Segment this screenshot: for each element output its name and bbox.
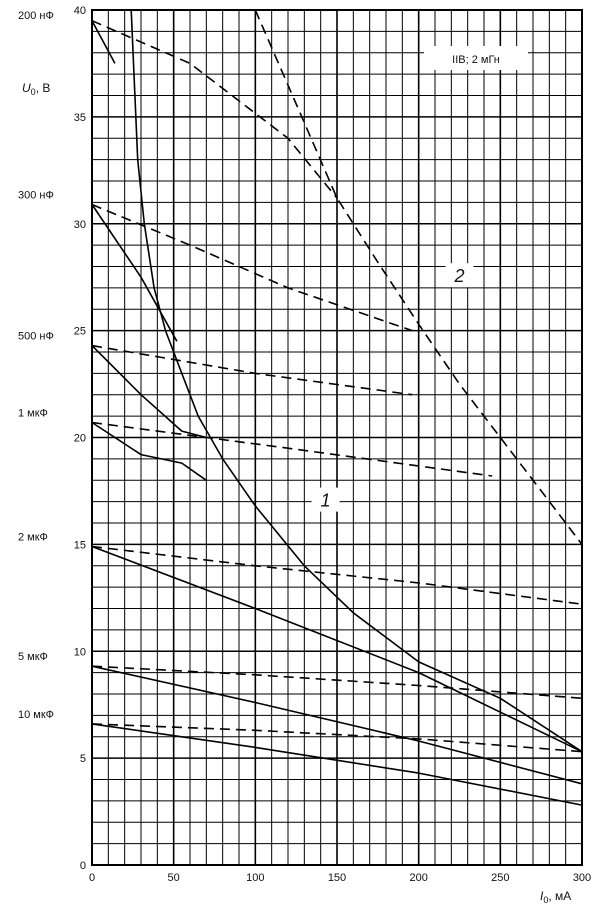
x-tick-label: 200: [409, 872, 427, 884]
y-tick-label: 40: [74, 5, 86, 17]
grid: [91, 9, 583, 866]
capacitance-label: 300 нФ: [18, 190, 54, 202]
x-tick-label: 0: [89, 872, 95, 884]
solid-curve-10: [91, 665, 583, 785]
dashed-curve-13: [91, 723, 583, 753]
legend-box: [424, 46, 528, 70]
capacitance-label: 1 мкФ: [18, 408, 48, 420]
y-tick-label: 30: [74, 219, 86, 231]
x-tick-label: 300: [573, 872, 591, 884]
dashed-curve-15: [254, 9, 583, 545]
solid-curve-2: [91, 204, 178, 342]
series-layer: [91, 9, 583, 806]
dashed-curve-11: [91, 665, 583, 700]
plot-frame: [91, 9, 583, 866]
capacitance-label: 2 мкФ: [18, 532, 48, 544]
solid-curve-0: [91, 20, 116, 64]
curve-label-bg: [311, 487, 340, 512]
y-tick-label: 25: [74, 326, 86, 338]
side-labels: 200 нФ 300 нФ 500 нФ 1 мкФ 2 мкФ 5 мкФ 10 мкФ U…: [18, 10, 571, 905]
x-tick-label: 100: [246, 872, 264, 884]
axes: [91, 9, 583, 866]
legend-text: IIB; 2 мГн: [452, 54, 500, 66]
solid-curve-12: [91, 723, 583, 806]
dashed-curve-3: [91, 203, 413, 332]
curve-label: 2: [453, 266, 464, 286]
solid-curve-4: [91, 345, 207, 439]
y-tick-label: 10: [74, 646, 86, 658]
y-tick-label: 15: [74, 539, 86, 551]
x-tick-label: 150: [328, 872, 346, 884]
solid-curve-8: [91, 545, 583, 753]
capacitance-label: 200 нФ: [18, 10, 54, 22]
dashed-curve-1: [91, 19, 338, 199]
x-tick-label: 250: [491, 872, 509, 884]
y-tick-label: 20: [74, 433, 86, 445]
solid-curve-6: [91, 421, 207, 481]
x-axis-label: I0, мА: [540, 889, 571, 905]
dashed-curve-9: [91, 545, 583, 605]
curve-label-bg: [445, 263, 474, 288]
x-tick-label: 50: [168, 872, 180, 884]
dashed-curve-7: [91, 421, 493, 477]
y-tick-label: 0: [80, 860, 86, 872]
capacitance-label: 500 нФ: [18, 331, 54, 343]
capacitance-label: 5 мкФ: [18, 651, 48, 663]
capacitance-label: 10 мкФ: [18, 709, 54, 721]
y-axis-label: U0, В: [22, 81, 50, 97]
dashed-curve-5: [91, 344, 413, 396]
curve-label: 1: [321, 491, 331, 511]
solid-curve-14: [130, 9, 583, 753]
extras: IIB; 2 мГн 1 2: [311, 46, 528, 512]
y-tick-label: 5: [80, 753, 86, 765]
tick-labels: 0 50 100 150 200 250 300 0 5 10 15 20 25 30 35 40: [74, 5, 591, 884]
y-tick-label: 35: [74, 112, 86, 124]
